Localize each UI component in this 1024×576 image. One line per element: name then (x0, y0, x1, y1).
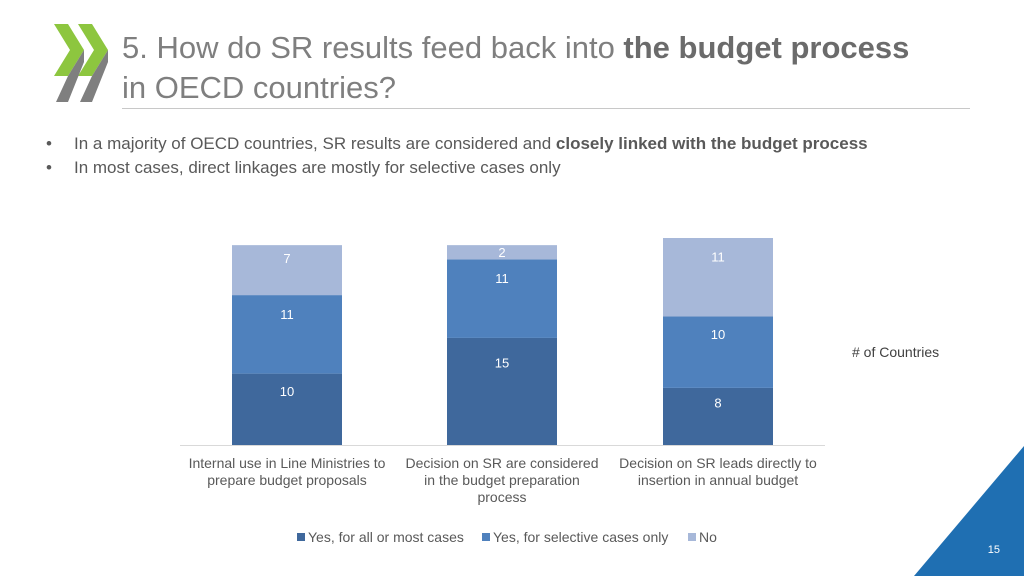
bar-segment (232, 295, 342, 374)
page-title: 5. How do SR results feed back into the … (122, 28, 982, 108)
category-label: Decision on SR leads directly to (619, 455, 817, 471)
bullet-item: • In most cases, direct linkages are mos… (46, 156, 996, 180)
bar-segment (232, 245, 342, 296)
bullet-item: • In a majority of OECD countries, SR re… (46, 132, 996, 156)
corner-decoration (914, 446, 1024, 576)
legend-label: No (699, 529, 717, 545)
data-label: 11 (280, 307, 294, 322)
bar-segment (447, 259, 557, 338)
legend-swatch (297, 533, 305, 541)
category-label: process (477, 489, 526, 505)
bullet-text: In a majority of OECD countries, SR resu… (74, 134, 556, 153)
bar-segment (447, 337, 557, 445)
corner-blue-triangle (914, 446, 1024, 576)
data-label: 7 (283, 251, 290, 266)
bar-segment (663, 238, 773, 317)
title-divider (122, 108, 970, 109)
bullet-dot: • (46, 134, 52, 153)
legend-swatch (482, 533, 490, 541)
bullet-bold-text: closely linked with the budget process (555, 134, 868, 153)
oecd-chevrons-logo (54, 24, 108, 102)
bullet-list: • In a majority of OECD countries, SR re… (46, 132, 996, 180)
title-part-2: in OECD countries? (122, 70, 396, 105)
logo-gray-chevron (56, 50, 84, 102)
data-label: 10 (280, 384, 294, 399)
logo-green-chevron (54, 24, 84, 76)
data-label: 8 (714, 395, 721, 410)
page-number: 15 (987, 544, 1000, 556)
bar-segment (232, 373, 342, 445)
bar-segment (447, 245, 557, 260)
title-bold: the budget process (623, 30, 910, 65)
bar-segment (663, 316, 773, 388)
data-label: 2 (498, 245, 505, 260)
logo-gray-chevron (80, 50, 108, 102)
data-label: 10 (711, 327, 725, 342)
y-axis-label: # of Countries (852, 344, 940, 360)
category-label: insertion in annual budget (638, 472, 798, 488)
bar-segment (663, 387, 773, 445)
category-label: in the budget preparation (424, 472, 580, 488)
data-label: 11 (711, 250, 725, 265)
data-label: 15 (495, 355, 509, 370)
legend-label: Yes, for selective cases only (493, 529, 668, 545)
bullet-text: In most cases, direct linkages are mostl… (74, 158, 561, 177)
legend-label: Yes, for all or most cases (308, 529, 464, 545)
category-label: prepare budget proposals (207, 472, 367, 488)
data-label: 11 (495, 271, 509, 286)
category-label: Internal use in Line Ministries to (189, 455, 386, 471)
category-label: Decision on SR are considered (406, 455, 599, 471)
legend-swatch (688, 533, 696, 541)
bullet-dot: • (46, 158, 52, 177)
logo-green-chevron (78, 24, 108, 76)
title-part-1: 5. How do SR results feed back into (122, 30, 624, 65)
